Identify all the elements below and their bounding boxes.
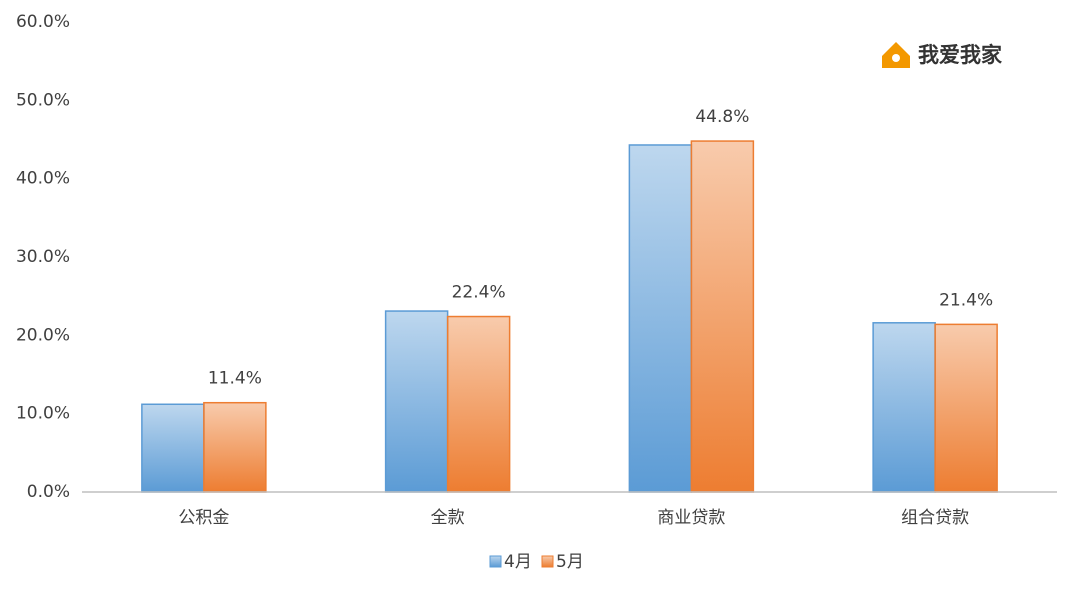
y-tick-label: 30.0% <box>16 247 70 267</box>
y-tick-label: 20.0% <box>16 325 70 345</box>
bar <box>934 323 998 493</box>
legend-swatch <box>541 555 554 568</box>
bar <box>446 315 511 493</box>
x-tick-label: 全款 <box>431 508 465 528</box>
bar <box>141 403 205 493</box>
bar <box>203 401 267 493</box>
x-tick-label: 组合贷款 <box>901 508 969 528</box>
y-tick-label: 40.0% <box>16 169 70 189</box>
y-tick-label: 50.0% <box>16 90 70 110</box>
logo: 我爱我家 <box>882 42 1003 68</box>
bar <box>628 144 693 493</box>
logo-icon-dot <box>892 54 900 62</box>
y-tick-label: 0.0% <box>27 482 70 502</box>
legend-label: 4月 <box>504 552 532 572</box>
x-tick-label: 商业贷款 <box>657 508 725 528</box>
data-label: 21.4% <box>939 290 993 310</box>
data-label: 44.8% <box>695 107 749 127</box>
bar <box>872 322 936 493</box>
y-tick-label: 10.0% <box>16 404 70 424</box>
bar <box>384 310 449 493</box>
y-tick-label: 60.0% <box>16 12 70 32</box>
logo-text: 我爱我家 <box>918 43 1003 67</box>
legend-label: 5月 <box>556 552 584 572</box>
legend-swatch <box>489 555 502 568</box>
data-label: 22.4% <box>452 283 506 303</box>
bar <box>690 140 755 493</box>
data-label: 11.4% <box>208 369 262 389</box>
x-tick-label: 公积金 <box>178 508 229 528</box>
